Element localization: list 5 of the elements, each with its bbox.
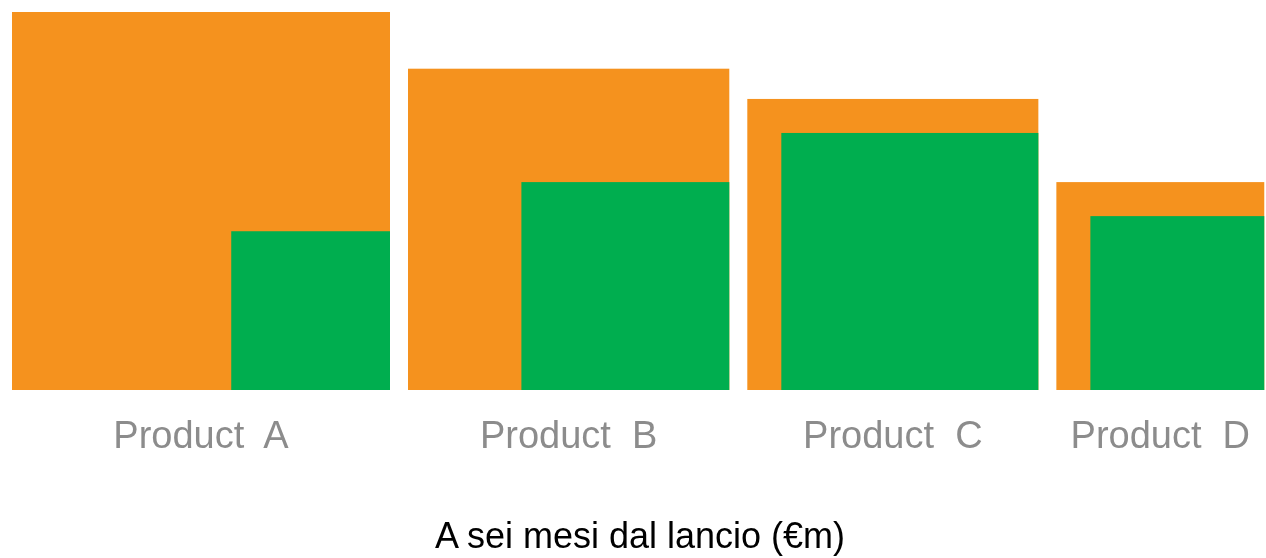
x-tick-label: Product B xyxy=(479,414,658,456)
x-tick-label: Product D xyxy=(1070,414,1251,456)
x-tick-label: Product A xyxy=(113,414,290,456)
x-tick-label: Product C xyxy=(803,414,983,456)
x-axis-title: A sei mesi dal lancio (€m) xyxy=(434,515,846,556)
